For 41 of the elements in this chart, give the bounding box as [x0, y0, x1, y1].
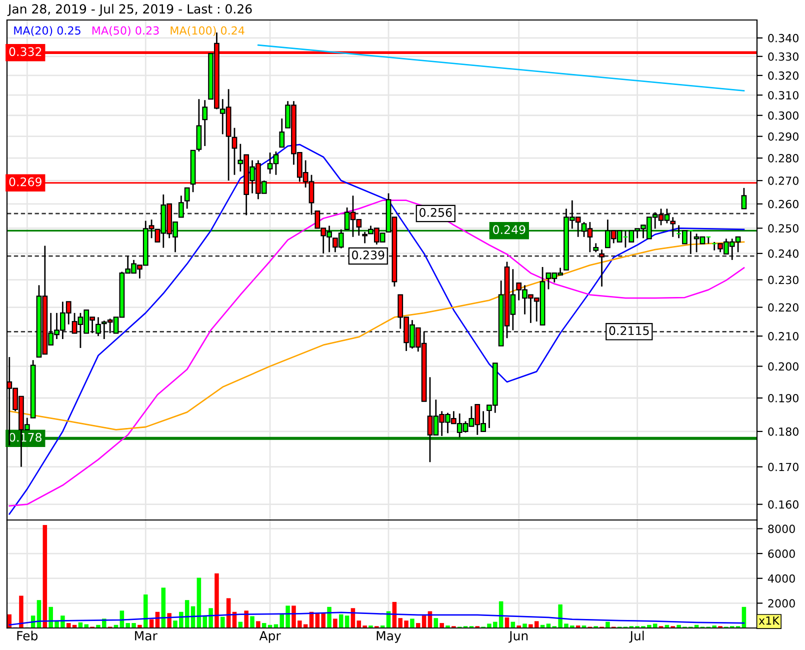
y-tick-label: 0.180 [768, 427, 798, 436]
y-tick-label: 0.310 [768, 91, 798, 100]
y-tick-label: 0.250 [768, 224, 798, 233]
x-tick-label: Jun [508, 631, 528, 643]
y-tick-label: 0.220 [768, 303, 798, 312]
x-tick-label: Feb [17, 630, 38, 640]
y-tick-label: 0.340 [768, 34, 798, 42]
y-tick-label: 2000 [768, 599, 795, 608]
y-tick-label: 0.260 [768, 200, 798, 208]
y-tick-label: 6000 [768, 549, 795, 558]
y-tick-label: 0.200 [768, 362, 798, 371]
text: MA(100) 0.24 [170, 26, 244, 36]
chart-title: Jan 28, 2019 - Jul 25, 2019 - Last : 0.26 [7, 4, 252, 16]
y-tick-label: 0.280 [768, 154, 798, 162]
y-tick-label: 0.170 [768, 462, 798, 472]
x-tick-label: Jul [629, 630, 644, 643]
y-tick-label: 0.300 [768, 111, 798, 120]
text: MA(50) 0.23 [92, 26, 159, 36]
ref-line-label: 0.2115 [609, 326, 649, 336]
text: x1K [758, 616, 780, 625]
x-tick-label: May [376, 631, 402, 643]
y-tick-label: 8000 [768, 524, 795, 534]
y-tick-label: 0.320 [768, 71, 798, 80]
y-tick-label: 4000 [768, 574, 795, 583]
y-tick-label: 0.210 [768, 332, 798, 340]
y-tick-label: 0.330 [768, 52, 798, 61]
ref-line-label: 0.269 [9, 177, 42, 186]
x-tick-label: Mar [135, 631, 158, 640]
y-tick-label: 0.240 [768, 249, 798, 258]
ref-line-label: 0.178 [9, 432, 42, 442]
y-tick-label: 0.160 [768, 500, 798, 509]
x-tick-label: Apr [259, 631, 281, 643]
ref-line-label: 0.332 [9, 47, 42, 56]
ref-line-label: 0.249 [493, 225, 526, 234]
text: MA(20) 0.25 [14, 26, 80, 36]
y-tick-label: 0.270 [768, 176, 798, 185]
y-tick-label: 0.190 [768, 394, 798, 402]
ref-line-label: 0.239 [352, 250, 384, 260]
y-tick-label: 0.230 [768, 276, 798, 284]
y-tick-label: 0.290 [768, 132, 798, 141]
ref-line-label: 0.256 [420, 208, 452, 217]
